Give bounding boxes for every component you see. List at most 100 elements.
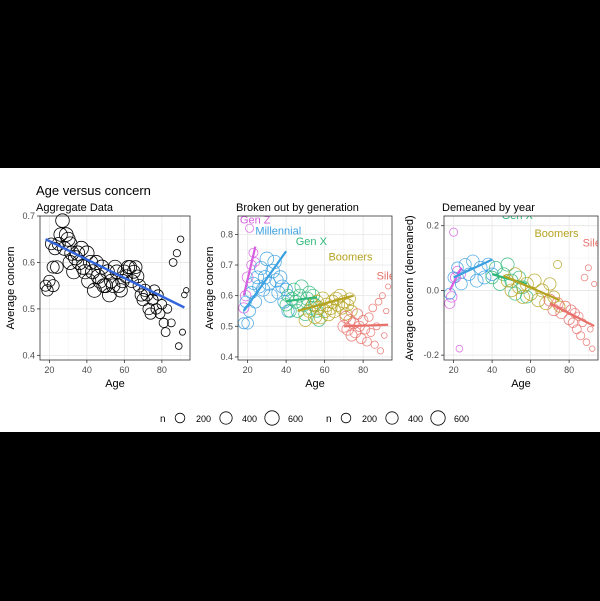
y-tick-label: 0.4	[220, 352, 233, 362]
legend-label: 400	[242, 414, 257, 424]
data-point	[366, 327, 376, 337]
size-legend-1: n 200 400 600	[160, 410, 303, 426]
series-label: Silent	[583, 238, 600, 250]
x-tick-label: 40	[281, 365, 291, 375]
data-point	[177, 235, 185, 243]
series-fit-line	[503, 274, 560, 302]
data-point	[179, 328, 186, 336]
data-point	[355, 333, 367, 344]
series-fit-line	[242, 246, 257, 296]
data-point	[576, 331, 586, 341]
series-label: Silent	[377, 271, 405, 283]
x-tick-label: 60	[119, 365, 129, 375]
data-point	[273, 270, 288, 285]
series-label: Boomers	[328, 251, 373, 263]
x-tick-label: 60	[526, 365, 536, 375]
data-point	[553, 260, 563, 270]
x-tick-label: 80	[564, 365, 574, 375]
grid	[238, 216, 392, 360]
legend-label: 400	[408, 414, 423, 424]
data-point	[122, 260, 138, 275]
x-axis-label: Age	[105, 378, 125, 390]
series-label: Gen Z	[240, 215, 271, 227]
data-point	[335, 301, 349, 315]
data-point	[168, 258, 178, 267]
y-tick-label: 0.7	[22, 211, 35, 221]
data-point	[83, 254, 99, 270]
data-point	[446, 291, 458, 303]
legend-label: 200	[362, 414, 377, 424]
x-axis-label: Age	[511, 378, 531, 390]
data-point	[341, 298, 355, 312]
data-point	[48, 241, 62, 256]
y-tick-label: 0.8	[220, 229, 233, 239]
data-point	[515, 289, 530, 304]
legend-title: n	[326, 414, 332, 425]
data-point	[567, 317, 579, 329]
legend-title: n	[160, 414, 166, 425]
data-point	[81, 273, 97, 289]
data-point	[174, 342, 183, 350]
y-tick-label: 0.2	[426, 221, 439, 231]
y-axis-label: Average concern	[5, 247, 17, 330]
data-point	[152, 289, 164, 301]
legend-key	[264, 410, 280, 426]
data-point	[539, 296, 553, 311]
figure-panel: Age versus concern n 200 400 600 n 200 400 600 …	[0, 168, 600, 432]
data-point	[130, 269, 145, 284]
data-point	[136, 293, 150, 307]
trend-line	[45, 238, 185, 309]
y-tick-label: 0.5	[22, 304, 35, 314]
x-tick-label: 80	[358, 365, 368, 375]
data-point	[245, 223, 255, 233]
data-point	[485, 267, 499, 281]
data-point	[364, 312, 374, 322]
data-point	[531, 293, 546, 308]
data-point	[339, 310, 353, 324]
y-tick-label: 0.5	[220, 321, 233, 331]
data-point	[94, 259, 110, 275]
data-point	[64, 245, 80, 261]
x-tick-label: 60	[320, 365, 330, 375]
data-point	[86, 282, 102, 298]
series-fit-line	[297, 294, 354, 313]
data-point	[469, 273, 484, 288]
data-point	[290, 304, 305, 318]
points	[237, 223, 392, 355]
series-fit-line	[285, 296, 318, 303]
data-point	[504, 283, 519, 298]
panel-border	[39, 215, 191, 361]
panel-border	[237, 215, 393, 361]
legend-label: 600	[454, 414, 469, 424]
data-point	[183, 287, 190, 294]
series-fit-line	[549, 302, 595, 328]
chart-title: Demeaned by year	[442, 202, 535, 214]
data-point	[62, 255, 78, 270]
points	[39, 213, 190, 350]
legend-label: 600	[288, 414, 303, 424]
data-point	[454, 277, 468, 291]
data-point	[368, 303, 378, 313]
data-point	[158, 317, 169, 328]
data-point	[292, 288, 307, 303]
x-axis-label: Age	[305, 378, 325, 390]
data-point	[77, 264, 93, 280]
data-point	[51, 236, 66, 251]
legend-key	[174, 412, 186, 424]
y-tick-label: -0.2	[423, 350, 439, 360]
y-tick-label: 0.6	[22, 257, 35, 267]
data-point	[385, 283, 392, 290]
data-point	[543, 293, 557, 307]
data-point	[105, 278, 121, 293]
data-point	[46, 279, 60, 293]
data-point	[55, 213, 70, 228]
data-point	[85, 264, 100, 280]
data-point	[156, 299, 168, 310]
data-point	[587, 326, 594, 333]
y-tick-label: 0.0	[426, 285, 439, 295]
data-point	[449, 227, 459, 237]
x-tick-label: 20	[449, 365, 459, 375]
